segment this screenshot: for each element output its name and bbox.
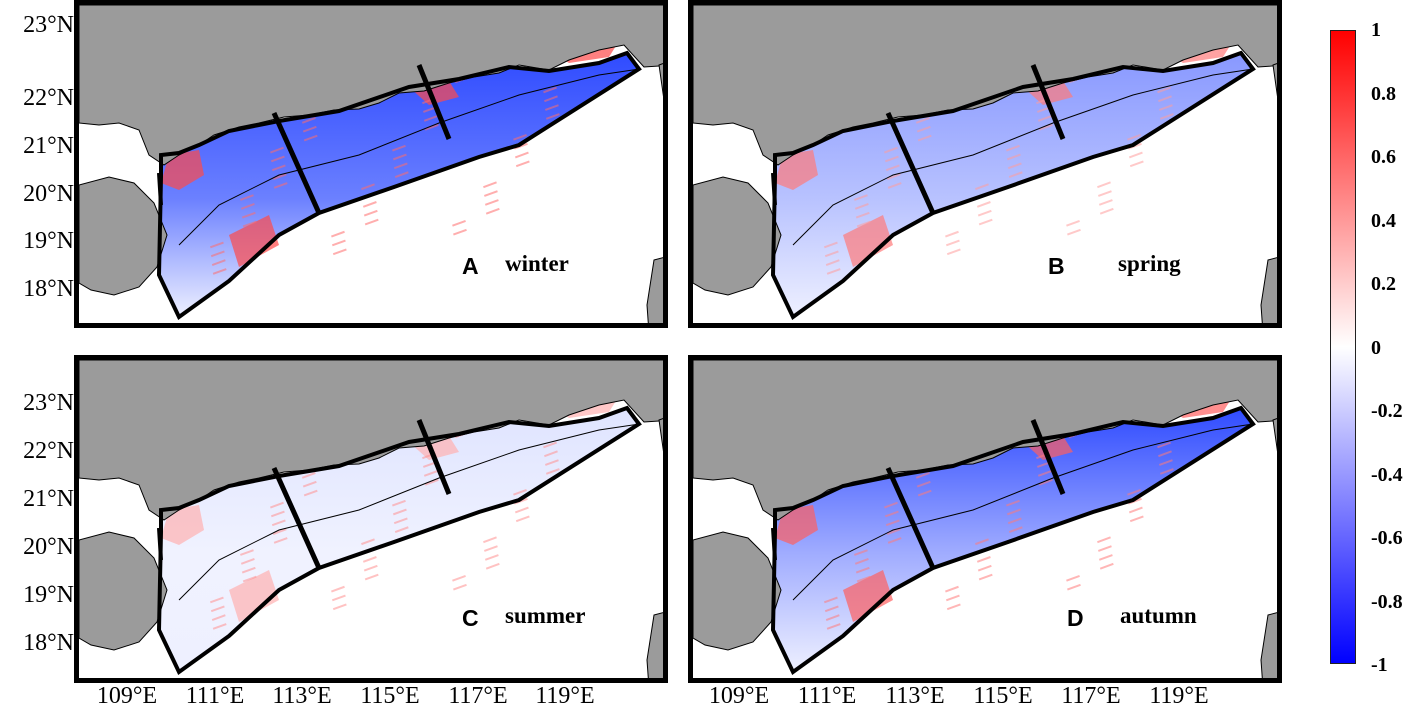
lat-label-20n-bottom: 20°N [23, 534, 74, 560]
season-label-b: spring [1118, 251, 1181, 276]
lon-label-111e-left: 111°E [185, 683, 245, 709]
map-canvas-a [79, 5, 663, 323]
colorbar-tick-neg0.2: -0.2 [1371, 400, 1403, 422]
lat-label-19n-bottom: 19°N [23, 582, 74, 608]
colorbar-tick-0: 0 [1371, 337, 1381, 359]
panel-letter-a: A [462, 253, 479, 279]
lat-label-18n-bottom: 18°N [23, 630, 74, 656]
colorbar-tick-0.6: 0.6 [1371, 146, 1396, 168]
colorbar-tick-0.4: 0.4 [1371, 210, 1396, 232]
lat-label-19n-top: 19°N [23, 228, 74, 254]
panel-letter-c: C [462, 605, 479, 631]
lon-label-109e-right: 109°E [708, 683, 770, 709]
lon-label-115e-right: 115°E [973, 683, 1033, 709]
lat-label-20n-top: 20°N [23, 181, 74, 207]
map-canvas-c [79, 360, 663, 678]
map-panel-d: D autumn [688, 355, 1282, 683]
map-panel-b: B spring [688, 0, 1282, 328]
colorbar-tick-1: 1 [1371, 19, 1381, 41]
panel-letter-b: B [1048, 253, 1065, 279]
lat-label-23n-bottom: 23°N [23, 390, 74, 416]
colorbar-tick-0.8: 0.8 [1371, 83, 1396, 105]
lon-label-119e-left: 119°E [535, 683, 595, 709]
lat-label-18n-top: 18°N [23, 276, 74, 302]
lat-label-21n-bottom: 21°N [23, 486, 74, 512]
colorbar-tick-neg1: -1 [1371, 654, 1388, 676]
colorbar [1330, 30, 1356, 664]
colorbar-tick-neg0.4: -0.4 [1371, 464, 1403, 486]
lat-label-22n-bottom: 22°N [23, 438, 74, 464]
lon-label-119e-right: 119°E [1149, 683, 1209, 709]
colorbar-tick-neg0.8: -0.8 [1371, 591, 1403, 613]
lat-label-23n-top: 23°N [23, 12, 74, 38]
season-label-a: winter [505, 251, 569, 276]
lat-label-22n-top: 22°N [23, 85, 74, 111]
map-canvas-b [693, 5, 1277, 323]
lon-label-117e-right: 117°E [1061, 683, 1121, 709]
lon-label-111e-right: 111°E [797, 683, 857, 709]
lon-label-117e-left: 117°E [448, 683, 508, 709]
lat-label-21n-top: 21°N [23, 133, 74, 159]
lon-label-113e-right: 113°E [885, 683, 945, 709]
map-canvas-d [693, 360, 1277, 678]
colorbar-tick-0.2: 0.2 [1371, 273, 1396, 295]
panel-letter-d: D [1067, 605, 1084, 631]
map-panel-c: C summer [74, 355, 668, 683]
lon-label-109e-left: 109°E [96, 683, 158, 709]
season-label-d: autumn [1120, 603, 1197, 628]
lon-label-115e-left: 115°E [360, 683, 420, 709]
map-panel-a: A winter [74, 0, 668, 328]
colorbar-tick-neg0.6: -0.6 [1371, 527, 1403, 549]
lon-label-113e-left: 113°E [272, 683, 332, 709]
season-label-c: summer [505, 603, 586, 628]
